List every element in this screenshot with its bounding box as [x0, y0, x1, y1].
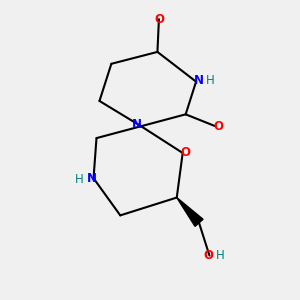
- Text: O: O: [213, 120, 224, 133]
- Text: H: H: [215, 249, 224, 262]
- Text: O: O: [181, 146, 191, 160]
- Text: N: N: [194, 74, 204, 87]
- Text: O: O: [154, 13, 164, 26]
- Text: N: N: [87, 172, 97, 185]
- Text: H: H: [206, 74, 215, 87]
- Text: H: H: [75, 173, 84, 186]
- Text: O: O: [203, 249, 213, 262]
- Text: N: N: [132, 118, 142, 131]
- Polygon shape: [177, 198, 203, 226]
